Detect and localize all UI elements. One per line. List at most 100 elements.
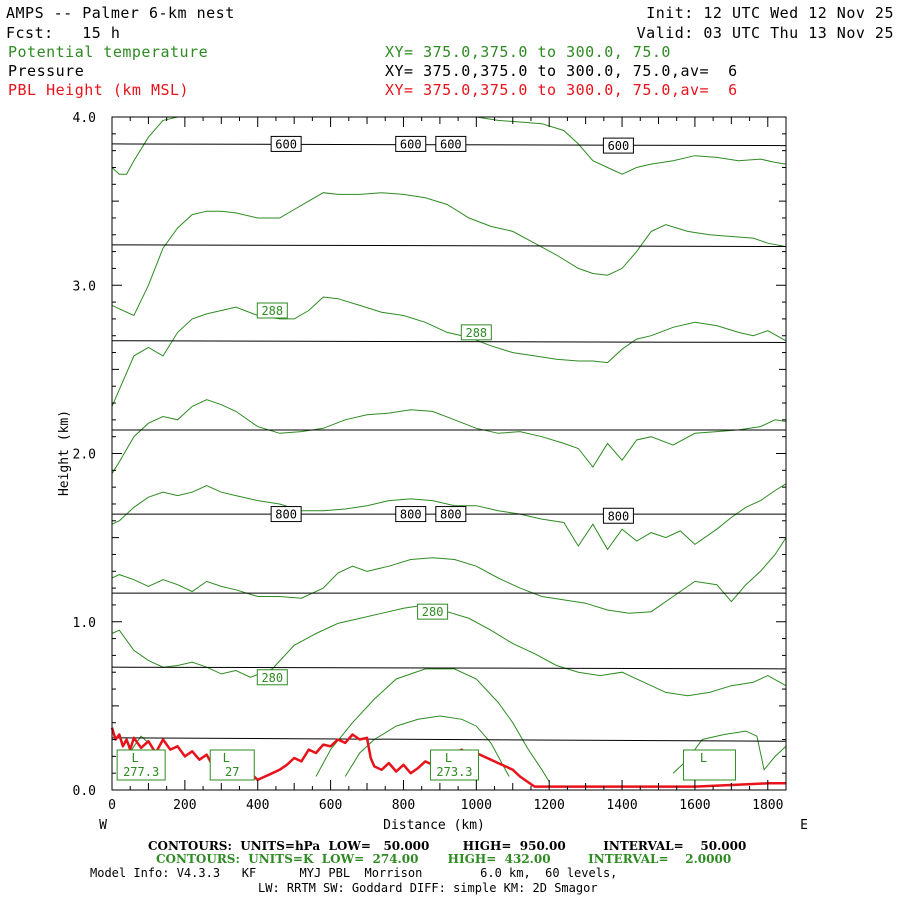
pressure-label-2-text: 800 [440, 508, 462, 522]
low-marker-box-0 [116, 749, 166, 781]
pressure-contour-650 [111, 244, 787, 248]
low-marker-symbol-1: L [223, 751, 230, 765]
low-marker-symbol-3: L [700, 751, 707, 765]
theta-contour-info: CONTOURS: UNITS=K LOW= 274.00 HIGH= 432.… [156, 852, 732, 866]
x-tick-label: 400 [246, 798, 269, 813]
low-marker-symbol-0: L [132, 751, 139, 765]
pressure-label-3-box [602, 507, 634, 524]
field-pressure-xy: XY= 375.0,375.0 to 300.0, 75.0,av= 6 [385, 62, 738, 80]
theta-label-1-text: 288 [465, 326, 487, 340]
pressure-label-5-box [395, 135, 427, 152]
pressure-label-4-text: 600 [275, 137, 297, 151]
x-tick-label: 1800 [752, 798, 783, 813]
pbl-height-line [110, 727, 786, 788]
pressure-label-3-text: 800 [608, 509, 630, 523]
x-tick-label: 200 [173, 798, 196, 813]
theta-label-1-box [460, 324, 492, 341]
pressure-label-2-box [435, 506, 467, 523]
theta-contour-0 [111, 604, 787, 697]
y-tick-label: 0.0 [73, 784, 96, 799]
theta-contour-4 [111, 296, 787, 407]
theta-label-2-text: 280 [422, 605, 444, 619]
low-marker-1: L27 [209, 749, 255, 781]
pbl-height-layer [110, 727, 786, 788]
forecast-hour: Fcst: 15 h [6, 24, 121, 42]
pressure-label-0-box [270, 506, 302, 523]
low-marker-symbol-2: L [445, 751, 452, 765]
pressure-contour-900 [111, 666, 787, 670]
low-marker-box-3 [682, 749, 736, 781]
init-time: Init: 12 UTC Wed 12 Nov 25 [646, 4, 894, 22]
plot-frame [111, 116, 787, 791]
pressure-contour-layer [111, 143, 787, 742]
field-pbl-xy: XY= 375.0,375.0 to 300.0, 75.0,av= 6 [385, 81, 738, 99]
axes-layer: 0.0 1.0 2.0 3.0 4.0 0 200 400 600 800 1000 1200 1400… [73, 111, 787, 813]
pressure-label-5-text: 600 [400, 137, 422, 151]
x-tick-label: 600 [319, 798, 342, 813]
pressure-label-3: 800 [602, 507, 634, 524]
y-tick-label: 3.0 [73, 279, 96, 294]
theta-label-3-text: 280 [261, 671, 283, 685]
pressure-contour-info: CONTOURS: UNITS=hPa LOW= 50.000 HIGH= 95… [148, 839, 747, 853]
pressure-label-4: 600 [270, 135, 302, 152]
pressure-label-7-text: 600 [608, 139, 630, 153]
theta-contour-8 [315, 668, 550, 782]
pressure-label-6: 600 [435, 135, 467, 152]
pressure-label-1-box [395, 506, 427, 523]
model-info-line2: LW: RRTM SW: Goddard DIFF: simple KM: 2D… [258, 881, 598, 895]
theta-contour-2 [111, 483, 787, 551]
theta-label-0: 288 [256, 302, 288, 319]
y-tick-label: 1.0 [73, 616, 96, 631]
theta-contour-6 [111, 116, 207, 175]
theta-label-0-box [256, 302, 288, 319]
pressure-label-1-text: 800 [400, 508, 422, 522]
y-tick-label: 2.0 [73, 448, 96, 463]
pressure-label-7: 600 [602, 137, 634, 154]
pressure-contour-700 [111, 340, 787, 343]
pressure-label-4-box [270, 135, 302, 152]
pressure-label-5: 600 [395, 135, 427, 152]
theta-contour-3 [111, 399, 787, 474]
pressure-contour-950 [111, 737, 787, 742]
x-tick-label: 1200 [534, 798, 565, 813]
theta-label-2: 280 [417, 603, 449, 620]
pressure-label-6-text: 600 [440, 137, 462, 151]
field-theta-name: Potential temperature [8, 43, 209, 61]
theta-contour-layer [111, 116, 787, 782]
x-tick-label: 1600 [679, 798, 710, 813]
pressure-label-2: 800 [435, 506, 467, 523]
theta-label-0-text: 288 [261, 304, 283, 318]
theta-label-3-box [256, 669, 288, 686]
low-marker-value-2: 273.3 [436, 765, 472, 779]
theta-contour-7 [476, 116, 787, 175]
model-info-line1: Model Info: V4.3.3 KF MYJ PBL Morrison 6… [90, 866, 618, 880]
theta-contour-9 [344, 715, 510, 777]
west-label: W [99, 818, 107, 833]
field-pressure-name: Pressure [8, 62, 85, 80]
theta-contour-5 [111, 192, 787, 317]
plot-title: AMPS -- Palmer 6-km nest [6, 4, 235, 22]
pressure-label-1: 800 [395, 506, 427, 523]
low-marker-3: L [682, 749, 736, 781]
low-marker-value-0: 277.3 [123, 765, 159, 779]
pressure-label-0-text: 800 [275, 508, 297, 522]
y-tick-label: 4.0 [73, 111, 96, 126]
x-tick-label: 800 [392, 798, 415, 813]
theta-label-2-box [417, 603, 449, 620]
pressure-label-0: 800 [270, 506, 302, 523]
x-tick-label: 1000 [461, 798, 492, 813]
theta-contour-1 [111, 537, 787, 614]
pressure-label-6-box [435, 135, 467, 152]
field-theta-xy: XY= 375.0,375.0 to 300.0, 75.0 [385, 43, 671, 61]
field-pbl-name: PBL Height (km MSL) [8, 81, 190, 99]
pressure-label-7-box [602, 137, 634, 154]
low-marker-box-2 [429, 749, 479, 781]
x-tick-label: 1400 [606, 798, 637, 813]
low-marker-box-1 [209, 749, 255, 781]
x-tick-label: 0 [108, 798, 116, 813]
y-axis-label: Height (km) [57, 410, 72, 496]
